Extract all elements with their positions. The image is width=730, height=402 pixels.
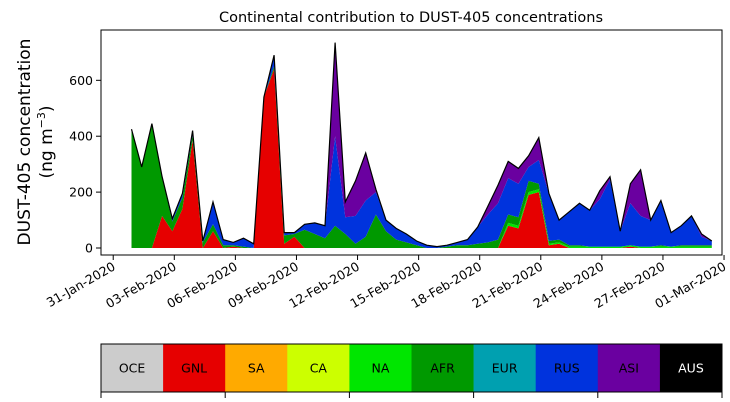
colorbar-label-sa: SA: [248, 361, 265, 376]
colorbar-label-aus: AUS: [678, 361, 704, 376]
y-unit-superscript: −3: [35, 112, 48, 128]
y-tick-label: 200: [69, 185, 93, 200]
y-tick-label: 400: [69, 129, 93, 144]
colorbar-legend: OCE GNL SA CA NA AFR EUR RUS ASI AUS: [100, 343, 723, 398]
colorbar-swatch-sa: [225, 344, 288, 392]
colorbar-swatch-oce: [101, 344, 164, 392]
colorbar-label-ca: CA: [310, 361, 328, 376]
y-axis-unit-label: (ng m−3): [35, 105, 57, 178]
y-axis-label: DUST-405 concentration: [15, 39, 35, 246]
colorbar-label-oce: OCE: [119, 361, 146, 376]
y-unit-prefix: (ng m: [37, 128, 57, 178]
colorbar-swatch-asi: [597, 344, 661, 392]
colorbar-label-na: NA: [371, 361, 389, 376]
plot-areas: [131, 42, 712, 249]
colorbar-label-eur: EUR: [492, 361, 518, 376]
colorbar-label-rus: RUS: [554, 361, 580, 376]
chart-title: Continental contribution to DUST-405 con…: [219, 10, 603, 26]
y-unit-suffix: ): [37, 105, 57, 112]
colorbar-swatch-aus: [659, 344, 723, 392]
colorbar-swatch-afr: [411, 344, 474, 392]
area-gnl: [131, 69, 712, 248]
colorbar-swatch-ca: [287, 344, 350, 392]
y-axis: 0 200 400 600: [69, 73, 101, 256]
colorbar-label-asi: ASI: [619, 361, 639, 376]
y-tick-label: 0: [85, 241, 93, 256]
colorbar-swatch-na: [349, 344, 412, 392]
area-asi: [131, 42, 712, 247]
colorbar-label-gnl: GNL: [181, 361, 207, 376]
colorbar-label-afr: AFR: [430, 361, 455, 376]
colorbar-swatch-rus: [535, 344, 599, 392]
plot-frame: [100, 29, 723, 256]
y-tick-label: 600: [69, 73, 93, 88]
x-axis: 31-Jan-202003-Feb-202006-Feb-202009-Feb-…: [44, 255, 729, 311]
area-rus: [131, 55, 712, 249]
colorbar-swatch-eur: [473, 344, 536, 392]
colorbar-swatch-gnl: [163, 344, 226, 392]
total-concentration-line: [130, 42, 713, 248]
colorbar-frame: [100, 343, 723, 393]
area-afr: [131, 66, 712, 248]
